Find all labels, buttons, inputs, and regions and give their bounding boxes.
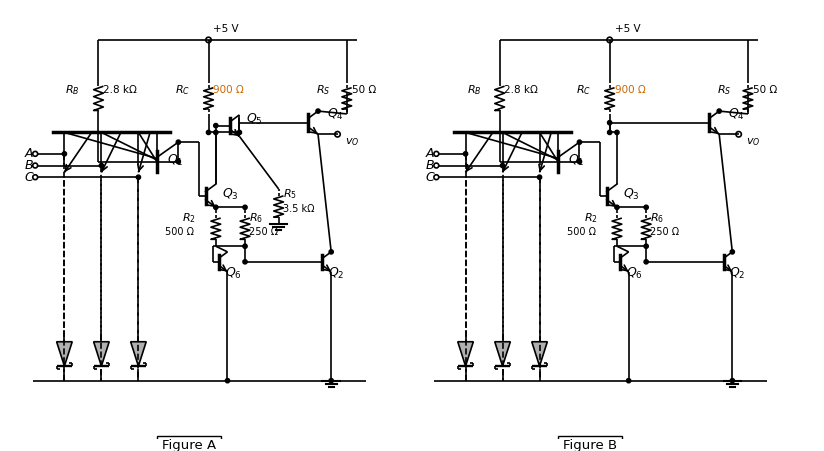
Circle shape [136,175,141,179]
Circle shape [63,152,67,156]
Text: $R_B$: $R_B$ [65,83,80,97]
Circle shape [717,109,721,113]
Circle shape [99,163,104,168]
Circle shape [213,124,218,128]
Text: $Q_1$: $Q_1$ [166,152,183,168]
Text: $R_5$: $R_5$ [283,187,297,201]
Circle shape [644,244,648,249]
Text: $v_O$: $v_O$ [344,136,359,148]
Circle shape [243,260,247,264]
Text: 900 Ω: 900 Ω [213,86,244,96]
Text: 2.8 kΩ: 2.8 kΩ [103,86,138,96]
Circle shape [213,205,218,209]
Text: Figure B: Figure B [563,439,617,451]
Circle shape [237,130,241,134]
Text: 2.8 kΩ: 2.8 kΩ [504,86,538,96]
Text: $R_B$: $R_B$ [466,83,481,97]
Polygon shape [131,342,146,366]
Text: Figure A: Figure A [162,439,216,451]
Text: $v_O$: $v_O$ [746,136,761,148]
Text: $A$: $A$ [24,147,34,161]
Circle shape [615,130,619,134]
Circle shape [626,378,631,383]
Circle shape [316,109,321,113]
Circle shape [578,140,582,144]
Circle shape [176,160,180,164]
Circle shape [500,163,504,168]
Circle shape [176,140,180,144]
Text: $Q_6$: $Q_6$ [225,267,241,281]
Text: $Q_2$: $Q_2$ [729,267,746,281]
Circle shape [607,130,611,134]
Text: $R_C$: $R_C$ [576,83,591,97]
Text: 500 Ω: 500 Ω [166,226,194,236]
Circle shape [644,205,648,209]
Text: $A$: $A$ [424,147,435,161]
Circle shape [243,205,247,209]
Text: $R_S$: $R_S$ [717,83,732,97]
Polygon shape [458,342,473,366]
Circle shape [644,260,648,264]
Circle shape [578,160,582,164]
Text: $Q_2$: $Q_2$ [328,267,344,281]
Text: $Q_3$: $Q_3$ [222,187,239,202]
Text: $R_C$: $R_C$ [175,83,190,97]
Text: $B$: $B$ [424,159,434,172]
Text: $R_2$: $R_2$ [583,211,597,225]
Text: 50 Ω: 50 Ω [352,86,376,96]
Polygon shape [494,342,510,366]
Text: $B$: $B$ [24,159,33,172]
Text: 250 Ω: 250 Ω [249,226,278,236]
Text: $R_6$: $R_6$ [650,211,664,225]
Circle shape [225,378,230,383]
Text: $C$: $C$ [24,170,35,184]
Circle shape [213,130,218,134]
Text: $R_6$: $R_6$ [249,211,263,225]
Circle shape [243,244,247,249]
Circle shape [329,250,334,254]
Polygon shape [94,342,110,366]
Circle shape [537,175,541,179]
Text: 250 Ω: 250 Ω [650,226,679,236]
Circle shape [607,120,611,125]
Text: $R_S$: $R_S$ [316,83,330,97]
Text: $R_2$: $R_2$ [182,211,196,225]
FancyBboxPatch shape [157,436,221,451]
Text: 3.5 kΩ: 3.5 kΩ [283,204,315,214]
Text: $C$: $C$ [424,170,435,184]
Polygon shape [531,342,547,366]
Text: 500 Ω: 500 Ω [567,226,596,236]
Text: 900 Ω: 900 Ω [615,86,645,96]
Circle shape [329,378,334,383]
Text: $Q_4$: $Q_4$ [327,107,344,122]
Text: +5 V: +5 V [615,24,640,34]
Text: $Q_1$: $Q_1$ [568,152,584,168]
Text: 50 Ω: 50 Ω [753,86,777,96]
Polygon shape [57,342,73,366]
Circle shape [463,152,468,156]
Circle shape [730,250,734,254]
Text: $Q_4$: $Q_4$ [728,107,745,122]
Text: $Q_6$: $Q_6$ [625,267,643,281]
Text: $Q_3$: $Q_3$ [623,187,640,202]
Circle shape [615,205,619,209]
Circle shape [206,130,211,134]
Circle shape [730,378,734,383]
FancyBboxPatch shape [558,436,622,451]
Text: $Q_5$: $Q_5$ [246,112,263,127]
Text: +5 V: +5 V [213,24,239,34]
